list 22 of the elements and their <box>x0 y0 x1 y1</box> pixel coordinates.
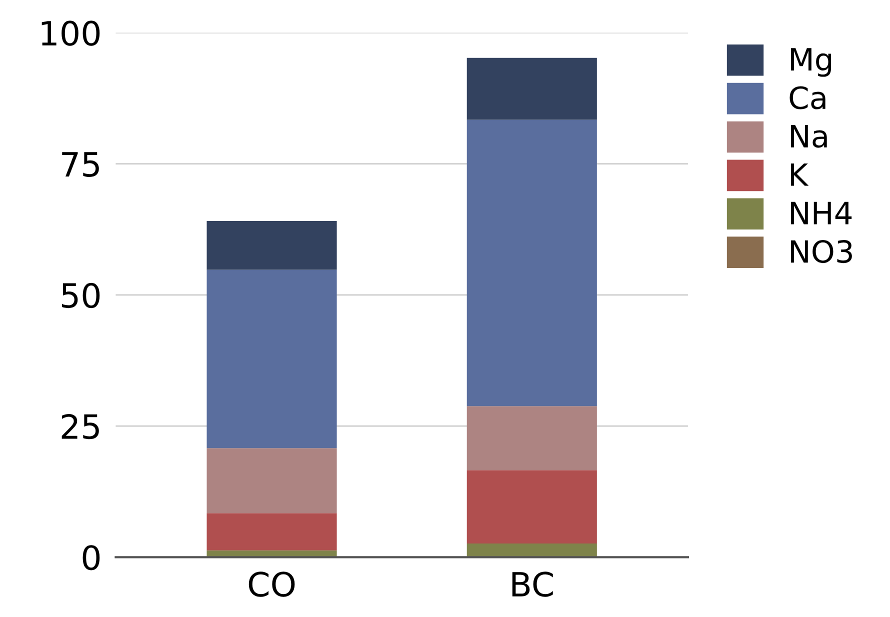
legend-label: Ca <box>790 86 826 110</box>
x-tick-label: CO <box>248 572 295 597</box>
legend-label: K <box>791 163 809 186</box>
legend-label: Na <box>791 125 827 148</box>
legend-label: Mg <box>791 48 832 77</box>
bar <box>206 513 337 550</box>
x-tick-label: BC <box>512 572 553 597</box>
bar <box>466 470 597 544</box>
legend-label: NO3 <box>791 240 852 264</box>
bar <box>466 120 597 406</box>
bar <box>466 406 597 470</box>
y-tick-label: 100 <box>42 20 100 46</box>
bar <box>466 58 597 120</box>
y-tick-label: 75 <box>62 152 99 177</box>
bar <box>466 544 597 558</box>
bar <box>206 220 337 270</box>
y-tick-label: 25 <box>62 414 99 440</box>
legend-label: NH4 <box>791 202 852 224</box>
y-tick-label: 0 <box>82 545 100 570</box>
bar <box>206 448 337 514</box>
bar <box>206 270 337 448</box>
y-tick-label: 50 <box>62 282 100 308</box>
